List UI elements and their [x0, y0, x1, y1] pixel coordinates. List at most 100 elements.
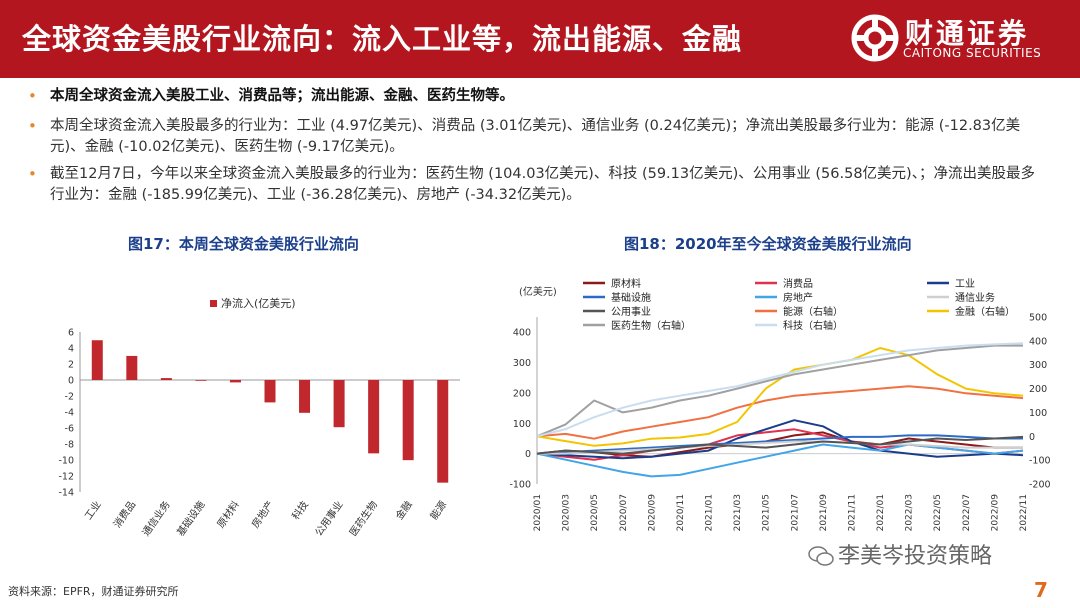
legend-label: 基础设施 [611, 291, 651, 304]
logo-chinese-name: 财通证券 [905, 17, 1030, 50]
series-line-金融（右轴） [536, 347, 1024, 447]
y-tick-label: -100 [509, 480, 531, 491]
legend-label: 净流入(亿美元) [221, 296, 296, 310]
y-tick-label: -4 [65, 408, 74, 419]
legend-label: 消费品 [783, 277, 813, 290]
bar-医药生物 [368, 380, 380, 454]
x-tick-label: 公用事业 [312, 498, 346, 538]
legend-label: 科技（右轴） [783, 319, 843, 332]
x-tick-label: 2022/11 [1019, 494, 1029, 531]
y2-tick-label: -200 [1029, 480, 1051, 491]
bullet-weekly-flows: • 本周全球资金流入美股最多的行业为：工业 (4.97亿美元)、消费品 (3.0… [28, 116, 1048, 158]
x-tick-label: 2020/01 [533, 494, 543, 531]
x-tick-label: 能源 [427, 498, 449, 522]
y-tick-label: 300 [513, 358, 531, 369]
series-line-工业 [536, 419, 1024, 460]
x-tick-label: 2020/07 [619, 494, 629, 531]
legend-label: 医药生物（右轴） [611, 319, 691, 332]
x-tick-label: 消费品 [110, 498, 138, 530]
x-tick-label: 工业 [82, 499, 103, 522]
x-tick-label: 2020/05 [590, 494, 600, 531]
bar-金融 [402, 380, 414, 461]
y-tick-label: -10 [58, 456, 74, 467]
x-tick-label: 2020/09 [647, 494, 657, 532]
x-tick-label: 2021/11 [847, 494, 857, 531]
bar-科技 [299, 380, 311, 413]
x-tick-label: 房地产 [249, 498, 277, 530]
x-tick-label: 2022/09 [990, 494, 1000, 532]
x-tick-label: 2021/05 [762, 494, 772, 531]
company-logo: 财通证券 CAITONG SECURITIES [845, 6, 1075, 70]
y-tick-label: 2 [68, 360, 74, 371]
y-tick-label: -2 [65, 392, 74, 403]
series-line-医药生物（右轴） [536, 344, 1023, 438]
chart17-title: 图17：本周全球资金美股行业流向 [128, 235, 359, 253]
legend-label: 能源（右轴） [783, 305, 843, 318]
series-line-公用事业 [536, 435, 1024, 455]
bullet-dot-icon: • [28, 117, 37, 135]
page-title: 全球资金美股行业流向：流入工业等，流出能源、金融 [22, 22, 743, 56]
x-tick-label: 基础设施 [174, 498, 208, 538]
bar-能源 [437, 380, 449, 483]
bar-通信业务 [160, 378, 172, 380]
y2-tick-label: 100 [1029, 408, 1047, 419]
bullet-dot-icon: • [28, 87, 37, 105]
chart18-title: 图18：2020年至今全球资金美股行业流向 [624, 235, 912, 253]
series-line-房地产 [536, 443, 1024, 478]
logo-english-name: CAITONG SECURITIES [903, 46, 1042, 60]
chart17-bar-chart: 净流入(亿美元) 6 4 2 0 -2 -4 -6 -8 -10 -12 -14 工业 消费品 通信业务 基础… [58, 296, 460, 538]
legend-label: 通信业务 [955, 291, 995, 304]
bullet-dot-icon: • [28, 165, 37, 183]
y2-tick-label: -100 [1029, 456, 1051, 467]
y2-tick-label: 400 [1029, 336, 1047, 347]
bullet-text: 本周全球资金流入美股工业、消费品等；流出能源、金融、医药生物等。 [50, 88, 514, 104]
x-tick-label: 2022/01 [876, 494, 886, 531]
bullet-summary: • 本周全球资金流入美股工业、消费品等；流出能源、金融、医药生物等。 [28, 86, 1048, 107]
series-line-基础设施 [536, 434, 1023, 455]
y-tick-label: 400 [513, 328, 531, 339]
x-tick-label: 2022/05 [933, 494, 943, 531]
y2-tick-label: 500 [1029, 313, 1047, 324]
y-tick-label: 0 [525, 449, 531, 460]
y-axis-unit: (亿美元) [519, 285, 557, 298]
x-tick-label: 科技 [289, 498, 311, 522]
bar-基础设施 [195, 380, 207, 381]
bullet-text: 截至12月7日，今年以来全球资金流入美股最多的行业为：医药生物 (104.03亿… [50, 166, 1035, 203]
legend-label: 工业 [955, 278, 975, 290]
y-tick-label: 4 [68, 344, 74, 355]
x-tick-label: 2021/09 [819, 494, 829, 532]
y-tick-label: 100 [513, 419, 531, 430]
x-tick-label: 原材料 [214, 498, 242, 530]
legend-label: 公用事业 [611, 305, 651, 318]
bar-工业 [91, 340, 103, 380]
series-line-能源（右轴） [536, 385, 1024, 440]
x-tick-label: 2020/11 [676, 494, 686, 531]
y-tick-label: 200 [513, 388, 531, 399]
bullet-text: 本周全球资金流入美股最多的行业为：工业 (4.97亿美元)、消费品 (3.01亿… [50, 118, 1021, 155]
y-tick-label: -8 [65, 440, 74, 451]
wechat-icon [808, 545, 834, 567]
x-tick-label: 金融 [393, 498, 415, 522]
header-banner: 全球资金美股行业流向：流入工业等，流出能源、金融 财通证券 CAITONG SE… [0, 0, 1080, 78]
bar-公用事业 [333, 380, 345, 428]
x-tick-label: 2022/03 [905, 494, 915, 531]
y2-tick-label: 200 [1029, 384, 1047, 395]
series-line-原材料 [536, 431, 1023, 458]
x-tick-label: 2021/07 [790, 494, 800, 531]
x-tick-label: 通信业务 [139, 498, 173, 538]
y-tick-label: 0 [68, 376, 74, 387]
y-tick-label: -14 [58, 488, 74, 499]
bar-房地产 [264, 380, 276, 403]
x-tick-label: 医药生物 [347, 498, 381, 538]
y-tick-label: 6 [68, 328, 74, 339]
legend-label: 房地产 [783, 291, 813, 304]
logo-icon [851, 14, 899, 62]
wechat-watermark: 李美岑投资策略 [808, 538, 992, 570]
bullet-ytd-flows: • 截至12月7日，今年以来全球资金流入美股最多的行业为：医药生物 (104.0… [28, 164, 1048, 206]
y-tick-label: -12 [58, 472, 74, 483]
page-number: 7 [1034, 578, 1048, 602]
y2-tick-label: 300 [1029, 360, 1047, 371]
source-note: 资料来源：EPFR，财通证券研究所 [8, 585, 179, 598]
series-line-通信业务 [537, 440, 1023, 455]
